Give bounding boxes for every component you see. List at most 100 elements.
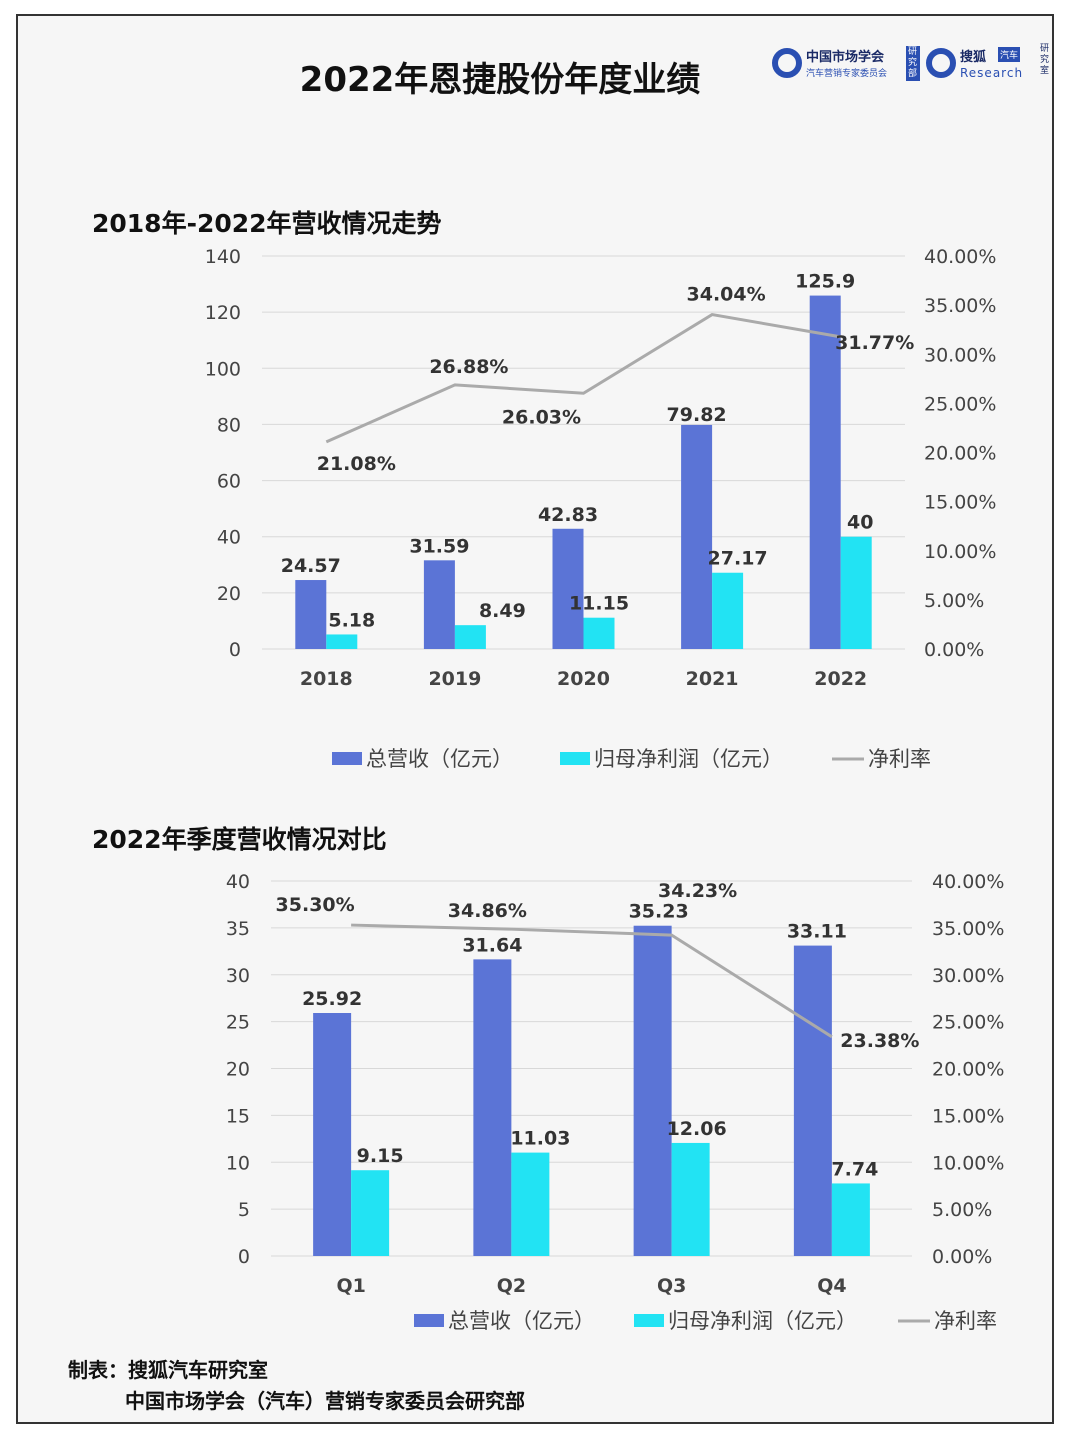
- revenue-bar: [295, 580, 327, 649]
- y2-tick-label: 35.00%: [924, 295, 996, 317]
- revenue-bar: [633, 925, 672, 1256]
- y-tick-label: 10: [226, 1152, 250, 1174]
- net-margin-label: 31.77%: [835, 332, 914, 354]
- y2-tick-label: 20.00%: [924, 443, 996, 465]
- net-margin-label: 34.04%: [687, 284, 766, 306]
- revenue-label: 33.11: [787, 921, 847, 943]
- net-margin-label: 34.86%: [448, 900, 527, 922]
- x-tick-label: 2021: [686, 668, 739, 690]
- y2-tick-label: 35.00%: [932, 918, 1004, 940]
- y2-tick-label: 20.00%: [932, 1059, 1004, 1081]
- revenue-label: 31.59: [409, 535, 469, 557]
- x-tick-label: 2019: [428, 668, 481, 690]
- y-tick-label: 0: [238, 1246, 250, 1268]
- revenue-label: 42.83: [538, 504, 598, 526]
- profit-label: 27.17: [708, 548, 768, 570]
- cms-logo-name: 中国市场学会: [806, 50, 885, 65]
- profit-bar: [712, 572, 744, 649]
- y-tick-label: 100: [205, 358, 241, 380]
- y-tick-label: 60: [217, 471, 241, 493]
- legend-profit-label: 归母净利润（亿元）: [594, 747, 783, 771]
- y-tick-label: 35: [226, 918, 250, 940]
- revenue-label: 25.92: [302, 988, 362, 1010]
- y-tick-label: 80: [217, 414, 241, 436]
- y-tick-label: 40: [226, 871, 250, 893]
- footer-credit-2: 中国市场学会（汽车）营销专家委员会研究部: [125, 1389, 525, 1413]
- y-tick-label: 30: [226, 965, 250, 987]
- page-title: 2022年恩捷股份年度业绩: [299, 60, 701, 100]
- y2-tick-label: 10.00%: [924, 541, 996, 563]
- y2-tick-label: 0.00%: [924, 639, 984, 661]
- y2-tick-label: 30.00%: [924, 344, 996, 366]
- y-tick-label: 20: [226, 1059, 250, 1081]
- profit-label: 11.03: [510, 1128, 570, 1150]
- sohu-logo-tag: 研究室: [1040, 44, 1050, 76]
- revenue-bar: [681, 424, 713, 649]
- y2-tick-label: 30.00%: [932, 965, 1004, 987]
- legend-revenue-swatch: [332, 752, 362, 765]
- profit-label: 8.49: [479, 600, 526, 622]
- y-tick-label: 20: [217, 583, 241, 605]
- y-tick-label: 5: [238, 1199, 250, 1221]
- profit-bar: [671, 1142, 710, 1256]
- cms-logo-badge: 研究部: [906, 46, 920, 81]
- revenue-bar: [809, 295, 841, 649]
- legend-revenue-label: 总营收（亿元）: [366, 747, 513, 771]
- chart1-title: 2018年-2022年营收情况走势: [92, 209, 442, 238]
- y2-tick-label: 25.00%: [932, 1012, 1004, 1034]
- legend-profit-label: 归母净利润（亿元）: [668, 1309, 857, 1333]
- revenue-label: 125.9: [795, 271, 855, 293]
- revenue-label: 35.23: [629, 901, 689, 923]
- revenue-label: 31.64: [462, 934, 522, 956]
- y2-tick-label: 25.00%: [924, 393, 996, 415]
- net-margin-label: 23.38%: [840, 1030, 919, 1052]
- profit-bar: [326, 634, 358, 649]
- net-margin-label: 26.03%: [502, 406, 581, 428]
- legend-profit-swatch: [560, 752, 590, 765]
- y-tick-label: 140: [205, 246, 241, 268]
- y-tick-label: 15: [226, 1105, 250, 1127]
- y2-tick-label: 40.00%: [932, 871, 1004, 893]
- profit-bar: [351, 1170, 390, 1256]
- x-tick-label: Q2: [497, 1275, 526, 1297]
- profit-bar: [454, 625, 486, 649]
- profit-label: 12.06: [667, 1118, 727, 1140]
- x-tick-label: 2020: [557, 668, 610, 690]
- sohu-logo-icon: [926, 48, 956, 78]
- y-tick-label: 120: [205, 302, 241, 324]
- net-margin-label: 21.08%: [317, 453, 396, 475]
- chart1-revenue-trend: 0 20 40 60 80 100 120 140 0.00% 5.00% 10.00% 15.00%…: [205, 246, 997, 771]
- y2-tick-label: 15.00%: [932, 1105, 1004, 1127]
- legend-revenue-swatch: [414, 1314, 444, 1327]
- y-tick-label: 40: [217, 527, 241, 549]
- legend-rate-label: 净利率: [868, 747, 931, 771]
- sohu-logo-badge: 汽车: [998, 47, 1021, 62]
- footer-credit: 制表：搜狐汽车研究室: [68, 1358, 268, 1382]
- y-tick-label: 0: [229, 639, 241, 661]
- y2-tick-label: 5.00%: [924, 590, 984, 612]
- profit-label: 40: [847, 512, 873, 534]
- cms-logo-icon: [772, 48, 802, 78]
- revenue-bar: [473, 959, 512, 1256]
- x-tick-label: Q1: [336, 1275, 365, 1297]
- profit-label: 9.15: [357, 1145, 404, 1167]
- revenue-bar: [423, 560, 455, 649]
- net-margin-line: [325, 312, 841, 444]
- sohu-logo-sub: Research: [960, 66, 1024, 80]
- legend-profit-swatch: [634, 1314, 664, 1327]
- x-tick-label: Q4: [817, 1275, 846, 1297]
- y2-tick-label: 0.00%: [932, 1246, 992, 1268]
- profit-bar: [583, 617, 615, 649]
- x-tick-label: Q3: [657, 1275, 686, 1297]
- revenue-label: 24.57: [281, 555, 341, 577]
- chart2-title: 2022年季度营收情况对比: [92, 825, 387, 854]
- y2-tick-label: 15.00%: [924, 492, 996, 514]
- y2-tick-label: 5.00%: [932, 1199, 992, 1221]
- net-margin-label: 34.23%: [658, 880, 737, 902]
- net-margin-label: 35.30%: [276, 894, 355, 916]
- y-tick-label: 25: [226, 1012, 250, 1034]
- profit-label: 5.18: [328, 609, 375, 631]
- y2-tick-label: 10.00%: [932, 1152, 1004, 1174]
- profit-bar: [831, 1183, 870, 1256]
- profit-bar: [511, 1152, 550, 1256]
